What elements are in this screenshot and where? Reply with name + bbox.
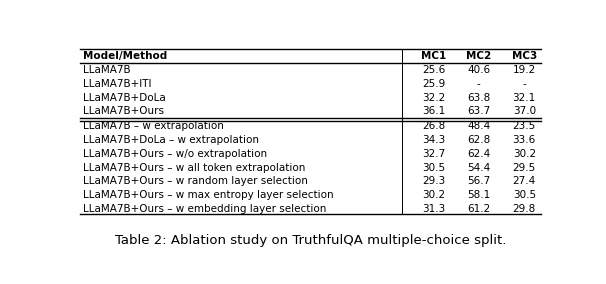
Text: 29.3: 29.3 bbox=[422, 176, 445, 186]
Text: 62.8: 62.8 bbox=[467, 135, 490, 145]
Text: LLaMA7B+DoLa – w extrapolation: LLaMA7B+DoLa – w extrapolation bbox=[83, 135, 259, 145]
Text: LLaMA7B+Ours – w max entropy layer selection: LLaMA7B+Ours – w max entropy layer selec… bbox=[83, 190, 333, 200]
Text: 31.3: 31.3 bbox=[422, 204, 445, 214]
Text: 58.1: 58.1 bbox=[467, 190, 490, 200]
Text: 30.5: 30.5 bbox=[422, 163, 445, 173]
Text: MC3: MC3 bbox=[511, 51, 537, 61]
Text: 29.8: 29.8 bbox=[513, 204, 536, 214]
Text: 23.5: 23.5 bbox=[513, 121, 536, 131]
Text: LLaMA7B+DoLa: LLaMA7B+DoLa bbox=[83, 93, 165, 103]
Text: 63.7: 63.7 bbox=[467, 106, 490, 116]
Text: -: - bbox=[477, 79, 481, 89]
Text: LLaMA7B+Ours – w embedding layer selection: LLaMA7B+Ours – w embedding layer selecti… bbox=[83, 204, 326, 214]
Text: 63.8: 63.8 bbox=[467, 93, 490, 103]
Text: 33.6: 33.6 bbox=[513, 135, 536, 145]
Text: 61.2: 61.2 bbox=[467, 204, 490, 214]
Text: 34.3: 34.3 bbox=[422, 135, 445, 145]
Text: 36.1: 36.1 bbox=[422, 106, 445, 116]
Text: LLaMA7B: LLaMA7B bbox=[83, 65, 130, 75]
Text: LLaMA7B+Ours – w random layer selection: LLaMA7B+Ours – w random layer selection bbox=[83, 176, 308, 186]
Text: 37.0: 37.0 bbox=[513, 106, 536, 116]
Text: 56.7: 56.7 bbox=[467, 176, 490, 186]
Text: LLaMA7B – w extrapolation: LLaMA7B – w extrapolation bbox=[83, 121, 224, 131]
Text: 32.7: 32.7 bbox=[422, 149, 445, 159]
Text: -: - bbox=[522, 79, 526, 89]
Text: 32.2: 32.2 bbox=[422, 93, 445, 103]
Text: 19.2: 19.2 bbox=[513, 65, 536, 75]
Text: 25.9: 25.9 bbox=[422, 79, 445, 89]
Text: 30.2: 30.2 bbox=[422, 190, 445, 200]
Text: 30.5: 30.5 bbox=[513, 190, 536, 200]
Text: 29.5: 29.5 bbox=[513, 163, 536, 173]
Text: 48.4: 48.4 bbox=[467, 121, 490, 131]
Text: Table 2: Ablation study on TruthfulQA multiple-choice split.: Table 2: Ablation study on TruthfulQA mu… bbox=[115, 234, 506, 247]
Text: 30.2: 30.2 bbox=[513, 149, 536, 159]
Text: 32.1: 32.1 bbox=[513, 93, 536, 103]
Text: LLaMA7B+Ours – w all token extrapolation: LLaMA7B+Ours – w all token extrapolation bbox=[83, 163, 305, 173]
Text: LLaMA7B+ITI: LLaMA7B+ITI bbox=[83, 79, 152, 89]
Text: 54.4: 54.4 bbox=[467, 163, 490, 173]
Text: 62.4: 62.4 bbox=[467, 149, 490, 159]
Text: 40.6: 40.6 bbox=[467, 65, 490, 75]
Text: 26.8: 26.8 bbox=[422, 121, 445, 131]
Text: 27.4: 27.4 bbox=[513, 176, 536, 186]
Text: 25.6: 25.6 bbox=[422, 65, 445, 75]
Text: MC1: MC1 bbox=[421, 51, 446, 61]
Text: Model/Method: Model/Method bbox=[83, 51, 167, 61]
Text: LLaMA7B+Ours – w/o extrapolation: LLaMA7B+Ours – w/o extrapolation bbox=[83, 149, 267, 159]
Text: LLaMA7B+Ours: LLaMA7B+Ours bbox=[83, 106, 164, 116]
Text: MC2: MC2 bbox=[466, 51, 491, 61]
